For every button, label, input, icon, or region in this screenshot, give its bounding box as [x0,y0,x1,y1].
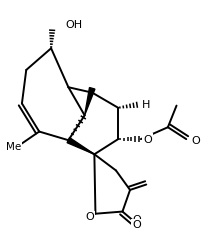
Text: Me: Me [6,142,21,152]
Text: O: O [143,135,152,145]
Text: OH: OH [65,20,82,30]
Text: O: O [132,215,141,225]
Polygon shape [85,88,95,115]
Text: O: O [191,136,200,146]
Text: H: H [141,100,150,110]
Text: O: O [85,212,94,222]
Text: O: O [132,220,141,230]
Polygon shape [67,138,94,154]
Text: O: O [85,212,94,222]
Text: Me: Me [6,142,21,152]
Text: O: O [143,135,152,145]
Text: O: O [191,136,200,146]
Text: H: H [141,100,150,110]
Text: OH: OH [65,20,82,30]
